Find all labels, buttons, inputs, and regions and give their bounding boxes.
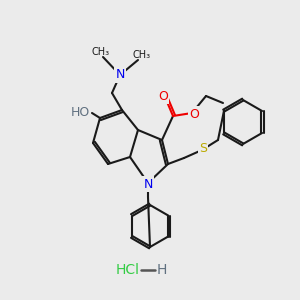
Text: HCl: HCl (116, 263, 140, 277)
Text: O: O (158, 89, 168, 103)
Text: CH₃: CH₃ (133, 50, 151, 60)
Text: S: S (199, 142, 207, 155)
Text: CH₃: CH₃ (92, 47, 110, 57)
Text: HO: HO (70, 106, 90, 119)
Text: N: N (115, 68, 125, 82)
Text: N: N (143, 178, 153, 190)
Text: H: H (157, 263, 167, 277)
Text: O: O (189, 107, 199, 121)
